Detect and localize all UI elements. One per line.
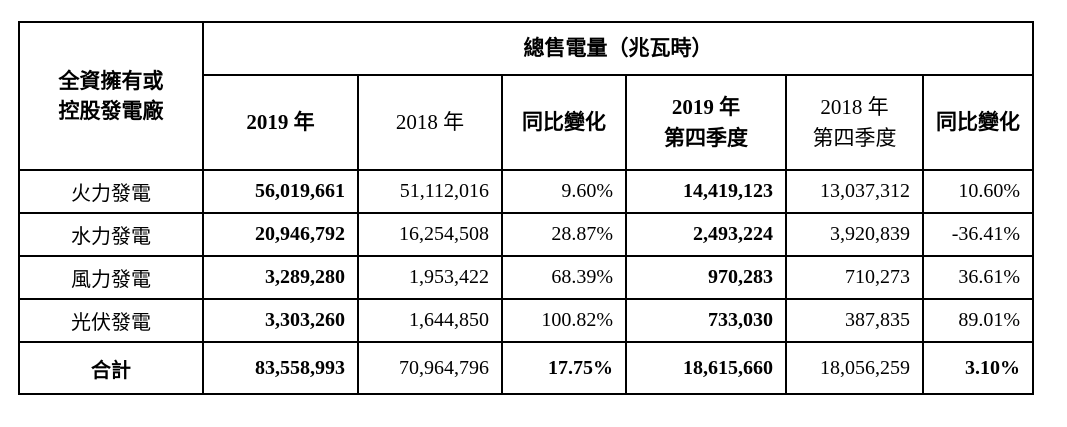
hydro-yoy-change: 28.87% <box>501 212 627 257</box>
hydro-2019-value: 20,946,792 <box>202 212 359 257</box>
thermal-yoy-change: 9.60% <box>501 169 627 214</box>
corner-header-plants: 全資擁有或 控股發電廠 <box>18 21 204 171</box>
total-2018-value: 70,964,796 <box>357 341 503 395</box>
hydro-2018-value: 16,254,508 <box>357 212 503 257</box>
col-header-2019-q4: 2019 年 第四季度 <box>625 74 787 171</box>
row-hydro: 水力發電 20,946,792 16,254,508 28.87% 2,493,… <box>18 212 1035 257</box>
thermal-label: 火力發電 <box>18 169 204 214</box>
solar-2019-q4-value: 733,030 <box>625 298 787 343</box>
col-header-q4-yoy-change: 同比變化 <box>921 74 1035 171</box>
total-2018-q4-value: 18,056,259 <box>785 341 924 395</box>
hydro-label: 水力發電 <box>18 212 204 257</box>
total-q4-yoy-change: 3.10% <box>921 341 1035 395</box>
total-2019-q4-value: 18,615,660 <box>625 341 787 395</box>
col-header-yoy-change: 同比變化 <box>501 74 627 171</box>
thermal-2018-value: 51,112,016 <box>357 169 503 214</box>
hydro-q4-yoy-change: -36.41% <box>921 212 1035 257</box>
col-header-2019: 2019 年 <box>202 74 359 171</box>
wind-2018-q4-value: 710,273 <box>785 255 924 300</box>
wind-2018-value: 1,953,422 <box>357 255 503 300</box>
thermal-2019-value: 56,019,661 <box>202 169 359 214</box>
solar-2018-value: 1,644,850 <box>357 298 503 343</box>
sold-electricity-table: 全資擁有或 控股發電廠 總售電量（兆瓦時） 2019 年 2018 年 同比變化… <box>18 21 1035 395</box>
wind-2019-value: 3,289,280 <box>202 255 359 300</box>
row-total: 合計 83,558,993 70,964,796 17.75% 18,615,6… <box>18 341 1035 395</box>
header-row-columns: 2019 年 2018 年 同比變化 2019 年 第四季度 2018 年 第四… <box>19 74 1035 171</box>
thermal-2018-q4-value: 13,037,312 <box>785 169 924 214</box>
hydro-2019-q4-value: 2,493,224 <box>625 212 787 257</box>
solar-q4-yoy-change: 89.01% <box>921 298 1035 343</box>
wind-q4-yoy-change: 36.61% <box>921 255 1035 300</box>
row-solar: 光伏發電 3,303,260 1,644,850 100.82% 733,030… <box>18 298 1035 343</box>
total-yoy-change: 17.75% <box>501 341 627 395</box>
thermal-q4-yoy-change: 10.60% <box>921 169 1035 214</box>
solar-yoy-change: 100.82% <box>501 298 627 343</box>
solar-label: 光伏發電 <box>18 298 204 343</box>
group-header-total-electricity-sold: 總售電量（兆瓦時） <box>201 21 1035 76</box>
col-header-2018-q4: 2018 年 第四季度 <box>785 74 924 171</box>
solar-2018-q4-value: 387,835 <box>785 298 924 343</box>
col-header-2018: 2018 年 <box>357 74 503 171</box>
row-thermal: 火力發電 56,019,661 51,112,016 9.60% 14,419,… <box>18 169 1035 214</box>
solar-2019-value: 3,303,260 <box>202 298 359 343</box>
row-wind: 風力發電 3,289,280 1,953,422 68.39% 970,283 … <box>18 255 1035 300</box>
total-label: 合計 <box>18 341 204 395</box>
wind-yoy-change: 68.39% <box>501 255 627 300</box>
hydro-2018-q4-value: 3,920,839 <box>785 212 924 257</box>
header-row-group: 全資擁有或 控股發電廠 總售電量（兆瓦時） <box>18 21 1035 171</box>
total-2019-value: 83,558,993 <box>202 341 359 395</box>
wind-label: 風力發電 <box>18 255 204 300</box>
wind-2019-q4-value: 970,283 <box>625 255 787 300</box>
thermal-2019-q4-value: 14,419,123 <box>625 169 787 214</box>
